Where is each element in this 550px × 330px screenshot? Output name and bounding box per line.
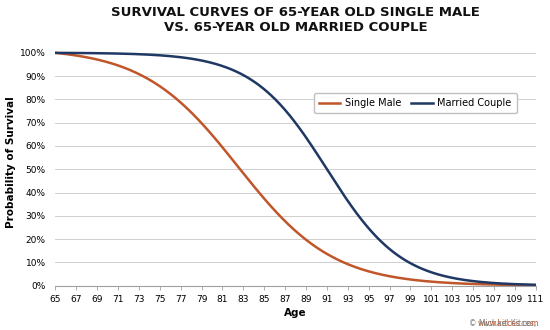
Married Couple <box>414 265 420 269</box>
Married Couple <box>335 185 342 189</box>
Single Male <box>414 278 420 282</box>
Single Male <box>373 271 380 275</box>
Married Couple <box>270 95 276 99</box>
Single Male <box>137 73 144 77</box>
Married Couple <box>137 52 144 56</box>
Single Male <box>52 51 59 55</box>
Single Male <box>270 206 276 210</box>
Text: www.kitces.com: www.kitces.com <box>477 319 539 328</box>
Text: © Michael Kitces,: © Michael Kitces, <box>469 319 538 328</box>
Single Male <box>532 283 539 287</box>
Single Male <box>335 258 342 262</box>
Title: SURVIVAL CURVES OF 65-YEAR OLD SINGLE MALE
VS. 65-YEAR OLD MARRIED COUPLE: SURVIVAL CURVES OF 65-YEAR OLD SINGLE MA… <box>111 6 480 34</box>
Married Couple <box>175 55 182 59</box>
Married Couple <box>532 283 539 287</box>
Married Couple <box>373 235 380 239</box>
Married Couple <box>52 51 59 55</box>
Legend: Single Male, Married Couple: Single Male, Married Couple <box>314 93 516 113</box>
Y-axis label: Probability of Survival: Probability of Survival <box>6 96 15 228</box>
Line: Married Couple: Married Couple <box>56 53 536 285</box>
Line: Single Male: Single Male <box>56 53 536 285</box>
X-axis label: Age: Age <box>284 308 307 318</box>
Single Male <box>175 99 182 103</box>
